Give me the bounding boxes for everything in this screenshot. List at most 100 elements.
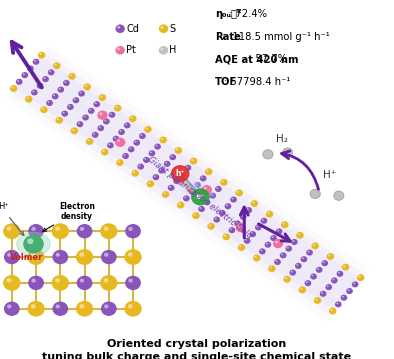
- FancyBboxPatch shape: [0, 201, 158, 330]
- Circle shape: [214, 216, 220, 223]
- Circle shape: [176, 148, 178, 150]
- Circle shape: [128, 146, 134, 152]
- Circle shape: [209, 224, 211, 226]
- Circle shape: [327, 253, 334, 260]
- Circle shape: [237, 191, 239, 193]
- Circle shape: [169, 154, 176, 160]
- Circle shape: [27, 238, 33, 244]
- Text: Oriented crystal polarization: Oriented crystal polarization: [108, 339, 286, 349]
- Circle shape: [104, 304, 108, 308]
- Circle shape: [332, 279, 334, 280]
- Circle shape: [64, 81, 66, 83]
- Circle shape: [97, 125, 104, 131]
- Circle shape: [235, 190, 243, 196]
- Circle shape: [265, 242, 271, 248]
- Circle shape: [87, 139, 89, 141]
- Circle shape: [116, 159, 124, 166]
- Text: H: H: [169, 45, 177, 55]
- Circle shape: [236, 223, 246, 232]
- Circle shape: [76, 301, 93, 317]
- Circle shape: [204, 187, 207, 190]
- Circle shape: [306, 250, 313, 256]
- Circle shape: [247, 208, 249, 210]
- Circle shape: [92, 132, 98, 138]
- Circle shape: [93, 101, 100, 107]
- Circle shape: [311, 275, 314, 276]
- Circle shape: [195, 183, 197, 185]
- Circle shape: [256, 225, 258, 227]
- Text: TOF: TOF: [215, 77, 237, 87]
- Circle shape: [119, 130, 121, 132]
- Circle shape: [336, 303, 338, 304]
- Circle shape: [3, 275, 20, 291]
- Circle shape: [192, 212, 200, 219]
- Circle shape: [103, 118, 110, 125]
- Circle shape: [28, 66, 30, 69]
- Circle shape: [42, 108, 44, 109]
- Circle shape: [223, 233, 230, 240]
- Circle shape: [28, 224, 44, 238]
- Circle shape: [301, 256, 307, 262]
- Circle shape: [321, 292, 323, 294]
- Circle shape: [52, 93, 59, 99]
- Circle shape: [117, 47, 120, 50]
- Circle shape: [296, 232, 304, 239]
- Circle shape: [292, 240, 294, 242]
- Circle shape: [152, 174, 159, 180]
- Ellipse shape: [17, 233, 50, 256]
- Circle shape: [325, 284, 332, 290]
- Circle shape: [146, 127, 148, 129]
- Circle shape: [100, 112, 102, 115]
- Circle shape: [32, 90, 34, 92]
- Circle shape: [230, 196, 237, 202]
- Circle shape: [61, 111, 68, 117]
- Circle shape: [205, 168, 212, 175]
- Circle shape: [238, 225, 241, 228]
- Circle shape: [201, 177, 203, 178]
- Circle shape: [307, 251, 309, 252]
- Circle shape: [192, 189, 209, 205]
- Circle shape: [28, 249, 45, 265]
- Circle shape: [40, 106, 48, 113]
- Circle shape: [147, 181, 154, 187]
- Circle shape: [220, 211, 222, 213]
- Circle shape: [32, 227, 36, 231]
- Circle shape: [353, 283, 355, 284]
- Circle shape: [274, 259, 281, 265]
- Circle shape: [10, 85, 17, 92]
- Circle shape: [281, 253, 283, 255]
- Circle shape: [23, 235, 44, 253]
- Circle shape: [161, 138, 163, 140]
- Circle shape: [342, 264, 349, 271]
- Circle shape: [4, 302, 20, 316]
- Circle shape: [316, 267, 322, 273]
- Circle shape: [310, 274, 317, 280]
- Circle shape: [57, 118, 59, 120]
- Circle shape: [7, 304, 11, 308]
- Circle shape: [95, 102, 97, 104]
- Circle shape: [42, 76, 49, 82]
- Circle shape: [202, 185, 212, 195]
- Circle shape: [266, 243, 268, 245]
- Circle shape: [331, 309, 333, 311]
- Circle shape: [320, 291, 327, 297]
- Circle shape: [173, 178, 180, 184]
- Circle shape: [55, 278, 60, 283]
- Circle shape: [160, 136, 167, 143]
- Circle shape: [260, 250, 262, 251]
- Circle shape: [104, 253, 108, 257]
- Circle shape: [26, 97, 29, 99]
- Circle shape: [7, 253, 11, 257]
- Circle shape: [102, 150, 105, 152]
- Circle shape: [17, 80, 19, 82]
- Circle shape: [280, 252, 286, 258]
- Circle shape: [115, 24, 125, 33]
- Circle shape: [268, 265, 276, 272]
- Circle shape: [129, 115, 136, 122]
- Circle shape: [226, 204, 228, 206]
- Circle shape: [229, 227, 235, 233]
- Circle shape: [31, 304, 36, 308]
- Circle shape: [72, 129, 74, 131]
- Circle shape: [171, 155, 173, 157]
- Circle shape: [328, 255, 330, 256]
